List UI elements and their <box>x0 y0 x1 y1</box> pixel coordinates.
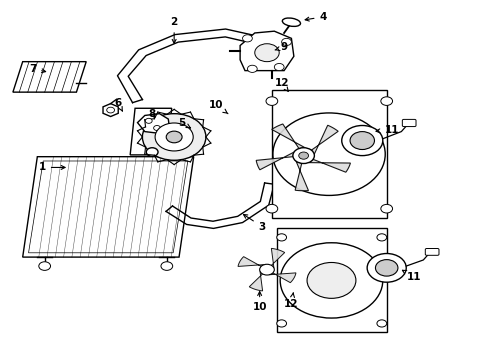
Circle shape <box>147 148 158 156</box>
Text: 1: 1 <box>39 162 65 172</box>
Polygon shape <box>23 157 194 257</box>
Circle shape <box>377 320 387 327</box>
Text: 5: 5 <box>178 118 191 128</box>
Circle shape <box>243 35 252 42</box>
Circle shape <box>293 148 315 163</box>
Text: 4: 4 <box>305 12 327 22</box>
Polygon shape <box>295 161 309 191</box>
Polygon shape <box>130 108 172 155</box>
Text: 12: 12 <box>274 78 289 91</box>
Text: 10: 10 <box>208 100 228 114</box>
Text: 3: 3 <box>244 215 266 231</box>
Circle shape <box>307 262 356 298</box>
Circle shape <box>367 253 406 282</box>
Text: 11: 11 <box>402 270 421 282</box>
Polygon shape <box>103 104 118 117</box>
Circle shape <box>377 234 387 241</box>
Polygon shape <box>138 114 169 134</box>
Polygon shape <box>238 257 265 266</box>
Circle shape <box>247 65 257 72</box>
Circle shape <box>266 97 278 105</box>
Circle shape <box>277 234 287 241</box>
Circle shape <box>155 123 193 151</box>
Text: 10: 10 <box>252 292 267 312</box>
Circle shape <box>154 126 160 131</box>
FancyBboxPatch shape <box>402 120 416 127</box>
Polygon shape <box>13 62 86 92</box>
Circle shape <box>299 152 309 159</box>
Circle shape <box>107 107 115 113</box>
Polygon shape <box>249 271 263 291</box>
Circle shape <box>282 39 292 45</box>
Text: 9: 9 <box>275 42 288 52</box>
Circle shape <box>161 262 172 270</box>
Circle shape <box>274 63 284 71</box>
Circle shape <box>266 204 278 213</box>
Text: 7: 7 <box>29 64 46 74</box>
Polygon shape <box>277 228 387 332</box>
Circle shape <box>350 132 374 149</box>
Circle shape <box>381 97 392 105</box>
Circle shape <box>39 262 50 270</box>
Polygon shape <box>309 159 350 172</box>
Polygon shape <box>272 124 305 149</box>
Circle shape <box>342 126 383 156</box>
Polygon shape <box>272 90 387 218</box>
Circle shape <box>146 118 152 123</box>
Text: 12: 12 <box>284 293 299 309</box>
Polygon shape <box>240 31 294 71</box>
Polygon shape <box>256 152 294 170</box>
Text: 8: 8 <box>148 109 156 119</box>
Circle shape <box>375 260 398 276</box>
Text: 6: 6 <box>114 98 122 111</box>
Circle shape <box>277 320 287 327</box>
Circle shape <box>143 114 206 160</box>
Circle shape <box>260 264 274 275</box>
Polygon shape <box>271 248 285 268</box>
Circle shape <box>255 44 279 62</box>
Polygon shape <box>311 125 338 154</box>
Polygon shape <box>270 273 296 283</box>
FancyBboxPatch shape <box>425 248 439 255</box>
Text: 11: 11 <box>376 125 399 135</box>
Ellipse shape <box>282 18 300 26</box>
Circle shape <box>166 131 182 143</box>
Circle shape <box>381 204 392 213</box>
Text: 2: 2 <box>171 17 178 43</box>
